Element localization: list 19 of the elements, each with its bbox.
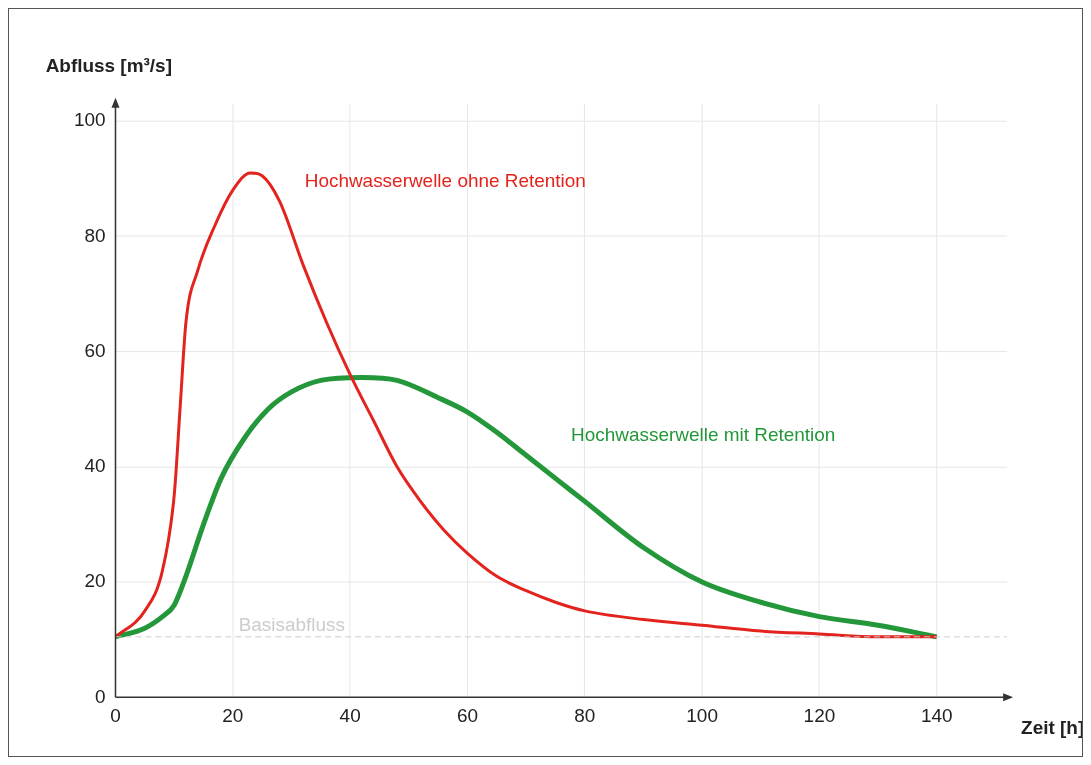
x-tick-label: 140 <box>920 704 953 726</box>
series-label: Hochwasserwelle ohne Retention <box>304 170 586 192</box>
y-tick-label: 100 <box>73 109 106 131</box>
y-tick-label: 0 <box>94 685 106 707</box>
x-tick-label: 60 <box>456 704 479 726</box>
y-tick-label: 60 <box>84 339 106 361</box>
y-tick-label: 40 <box>84 455 106 477</box>
y-tick-label: 20 <box>84 570 106 592</box>
x-tick-label: 40 <box>339 704 361 726</box>
series-label: Hochwasserwelle mit Retention <box>571 424 836 446</box>
line-series <box>115 375 940 640</box>
x-tick-label: 20 <box>222 704 244 726</box>
x-tick-label: 100 <box>686 704 718 726</box>
x-tick-label: 0 <box>110 704 121 726</box>
line-series <box>115 171 939 639</box>
x-tick-label: 120 <box>803 704 836 726</box>
x-tick-label: 80 <box>574 704 596 726</box>
y-axis-title: Abfluss [m³/s] <box>45 54 172 76</box>
y-tick-label: 80 <box>84 224 106 246</box>
